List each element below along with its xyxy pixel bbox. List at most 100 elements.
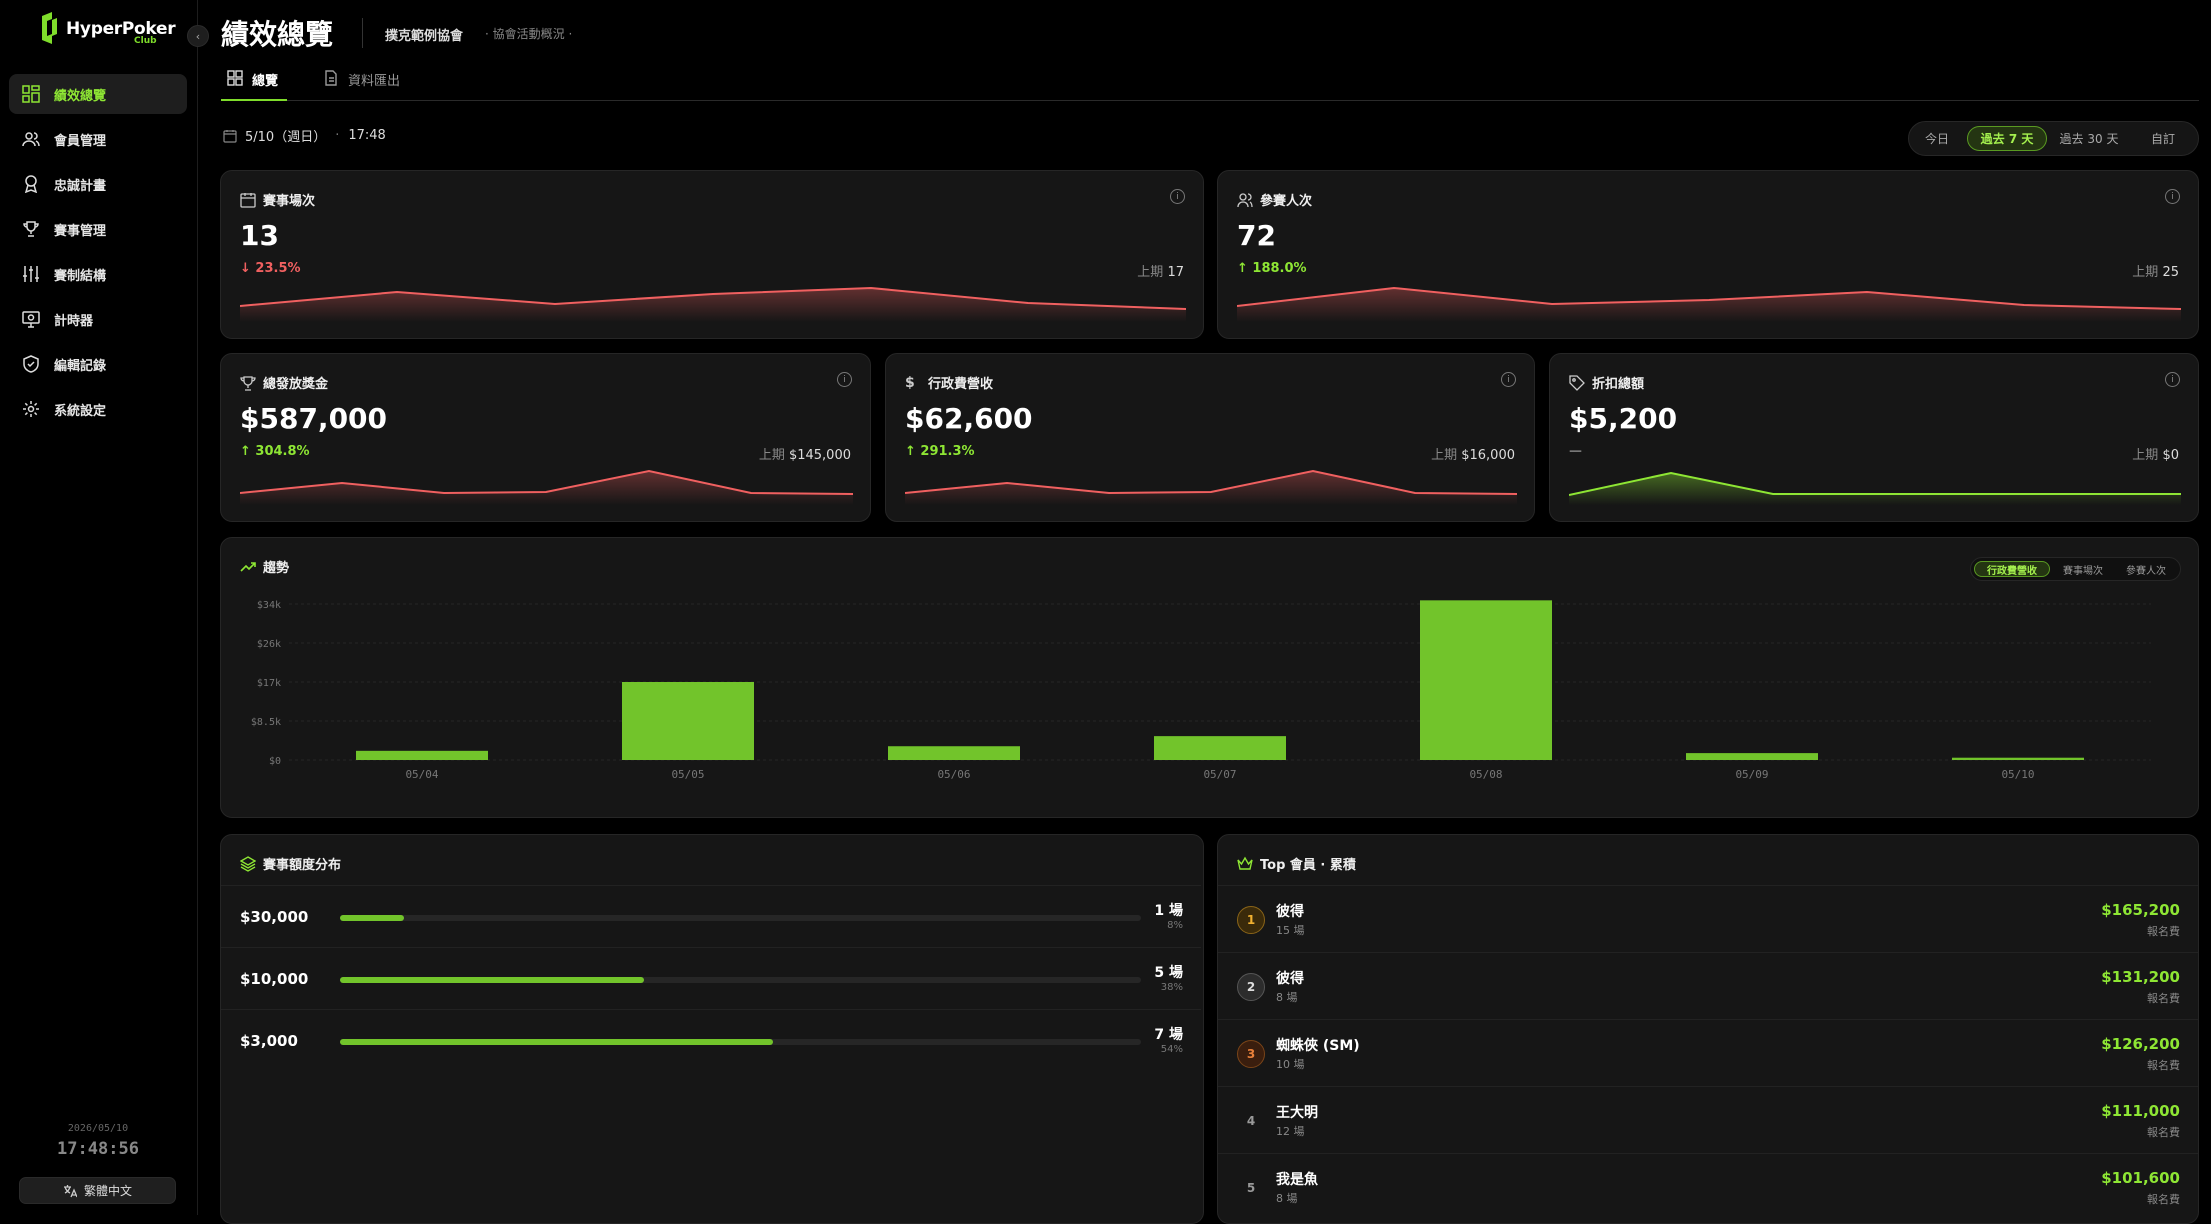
stat-title-text: 賽事場次 bbox=[263, 194, 316, 209]
member-row[interactable]: 5 我是魚 8 場 $101,600 報名費 bbox=[1218, 1153, 2198, 1220]
stat-card-admin-fee: $ 行政費營收 i $62,600 ↑ 291.3% 上期 $16,000 bbox=[885, 353, 1535, 522]
range-custom-button[interactable]: 自訂 bbox=[2150, 132, 2175, 146]
range-today-button[interactable]: 今日 bbox=[1924, 132, 1949, 146]
date-separator: · bbox=[335, 128, 340, 143]
member-name: 彼得 bbox=[1276, 904, 1304, 920]
member-amount: $111,000 bbox=[2101, 1102, 2180, 1120]
member-row[interactable]: 2 彼得 8 場 $131,200 報名費 bbox=[1218, 952, 2198, 1019]
prev-value: $0 bbox=[2162, 448, 2179, 463]
chart-bar[interactable] bbox=[622, 682, 754, 760]
stat-card-prize: 總發放獎金 i $587,000 ↑ 304.8% 上期 $145,000 bbox=[220, 353, 871, 522]
member-row[interactable]: 1 彼得 15 場 $165,200 報名費 bbox=[1218, 885, 2198, 952]
toggle-players[interactable]: 參賽人次 bbox=[2126, 565, 2166, 577]
member-row[interactable]: 3 蜘蛛俠 (SM) 10 場 $126,200 報名費 bbox=[1218, 1019, 2198, 1086]
main-content: 績效總覽 撲克範例協會 · 協會活動概況 · 總覽 資料匯出 5/10（週日） … bbox=[199, 0, 2211, 1224]
member-name: 我是魚 bbox=[1276, 1172, 1318, 1188]
dist-label: $3,000 bbox=[240, 1032, 298, 1050]
dist-label: $30,000 bbox=[240, 908, 309, 926]
crown-icon bbox=[1237, 856, 1253, 870]
chart-bar[interactable] bbox=[888, 746, 1020, 760]
stat-value: 72 bbox=[1237, 219, 1276, 252]
sidebar-item-audit-log[interactable]: 編輯記錄 bbox=[9, 344, 187, 384]
sidebar-item-tournaments[interactable]: 賽事管理 bbox=[9, 209, 187, 249]
chart-bar[interactable] bbox=[1420, 600, 1552, 760]
member-amount: $126,200 bbox=[2101, 1035, 2180, 1053]
chevron-left-icon: ‹ bbox=[195, 29, 201, 43]
distribution-title: 賽事額度分布 bbox=[240, 854, 341, 873]
x-tick-label: 05/07 bbox=[1203, 768, 1236, 781]
collapse-sidebar-button[interactable]: ‹ bbox=[187, 25, 209, 47]
info-icon[interactable]: i bbox=[1501, 372, 1516, 387]
member-amount-label: 報名費 bbox=[2147, 925, 2180, 938]
prev-value: $145,000 bbox=[788, 448, 851, 463]
brand-logo[interactable]: HyperPoker Club bbox=[40, 12, 176, 48]
trophy-icon bbox=[23, 221, 39, 237]
sidebar-item-structures[interactable]: 賽制結構 bbox=[9, 254, 187, 294]
info-icon[interactable]: i bbox=[1170, 189, 1185, 204]
sidebar-item-dashboard[interactable]: 績效總覽 bbox=[9, 74, 187, 114]
member-row[interactable]: 4 王大明 12 場 $111,000 報名費 bbox=[1218, 1086, 2198, 1153]
monitor-timer-icon bbox=[22, 311, 40, 328]
member-games: 8 場 bbox=[1276, 991, 1298, 1004]
trend-bar-chart: $0 $8.5k $17k $26k $34k 05/04 05/05 05/06 05/07 0… bbox=[251, 600, 2151, 781]
sidebar-item-label: 績效總覽 bbox=[54, 88, 107, 104]
dist-count: 5 場 bbox=[1154, 965, 1183, 981]
top-members-title: Top 會員 · 累積 bbox=[1237, 854, 1356, 873]
chart-bar[interactable] bbox=[1154, 736, 1286, 760]
stat-value: $62,600 bbox=[905, 402, 1033, 435]
trend-title-text: 趨勢 bbox=[263, 561, 290, 576]
chart-bar[interactable] bbox=[1952, 757, 2084, 760]
info-icon[interactable]: i bbox=[2165, 189, 2180, 204]
tab-overview[interactable]: 總覽 bbox=[221, 70, 287, 101]
tab-export[interactable]: 資料匯出 bbox=[323, 70, 400, 101]
org-subtitle: · 協會活動概況 · bbox=[485, 27, 573, 41]
info-icon[interactable]: i bbox=[2165, 372, 2180, 387]
language-switch-button[interactable]: 繁體中文 bbox=[19, 1177, 176, 1204]
sidebar-item-loyalty[interactable]: 忠誠計畫 bbox=[9, 164, 187, 204]
chart-bar[interactable] bbox=[1686, 753, 1818, 760]
page-title: 績效總覽 bbox=[221, 18, 334, 51]
x-tick-label: 05/04 bbox=[405, 768, 438, 781]
dist-bar bbox=[340, 915, 405, 921]
sidebar-item-members[interactable]: 會員管理 bbox=[9, 119, 187, 159]
stat-title: 折扣總額 bbox=[1569, 373, 1644, 392]
stat-title: 總發放獎金 bbox=[240, 373, 328, 392]
member-games: 8 場 bbox=[1276, 1192, 1298, 1205]
y-tick-label: $8.5k bbox=[251, 717, 281, 728]
info-icon[interactable]: i bbox=[837, 372, 852, 387]
stat-card-players: 參賽人次 i 72 ↑ 188.0% 上期 25 bbox=[1217, 170, 2199, 339]
rank-badge: 5 bbox=[1246, 1181, 1256, 1195]
range-30days-button[interactable]: 過去 30 天 bbox=[2059, 132, 2119, 146]
trend-card: 趨勢 行政費營收 賽事場次 參賽人次 $0 $8.5k $17k $26k $34k 05… bbox=[220, 537, 2199, 818]
trend-metric-toggle: 行政費營收 賽事場次 參賽人次 bbox=[1970, 557, 2181, 581]
member-amount: $131,200 bbox=[2101, 968, 2180, 986]
dist-track bbox=[340, 915, 1141, 921]
member-games: 15 場 bbox=[1276, 924, 1305, 937]
y-tick-label: $0 bbox=[269, 756, 281, 767]
stat-title-text: 總發放獎金 bbox=[263, 377, 329, 392]
prev-label: 上期 bbox=[1431, 448, 1458, 463]
sidebar-item-settings[interactable]: 系統設定 bbox=[9, 389, 187, 429]
gear-icon bbox=[23, 401, 39, 417]
dist-count: 7 場 bbox=[1154, 1027, 1183, 1043]
logo-icon bbox=[42, 12, 57, 44]
stat-title: 參賽人次 bbox=[1237, 190, 1312, 209]
sidebar-item-timer[interactable]: 計時器 bbox=[9, 299, 187, 339]
chart-bar[interactable] bbox=[356, 750, 488, 760]
toggle-events[interactable]: 賽事場次 bbox=[2063, 565, 2103, 577]
tag-icon bbox=[1569, 374, 1585, 391]
dist-label: $10,000 bbox=[240, 970, 309, 988]
org-name: 撲克範例協會 bbox=[385, 29, 464, 44]
calendar-icon bbox=[223, 129, 237, 143]
member-games: 12 場 bbox=[1276, 1125, 1305, 1138]
tab-bar: 總覽 資料匯出 bbox=[221, 60, 2199, 101]
rank-badge: 1 bbox=[1237, 906, 1265, 934]
dist-track bbox=[340, 977, 1141, 983]
current-time: 17:48 bbox=[348, 128, 386, 143]
distribution-row: $10,000 5 場 38% bbox=[221, 947, 1201, 1007]
range-7days-button[interactable]: 過去 7 天 bbox=[1967, 126, 2047, 151]
toggle-admin-fee[interactable]: 行政費營收 bbox=[1974, 561, 2050, 577]
member-amount-label: 報名費 bbox=[2147, 1059, 2180, 1072]
member-amount: $165,200 bbox=[2101, 901, 2180, 919]
stat-change: ↑ 291.3% bbox=[905, 444, 975, 459]
